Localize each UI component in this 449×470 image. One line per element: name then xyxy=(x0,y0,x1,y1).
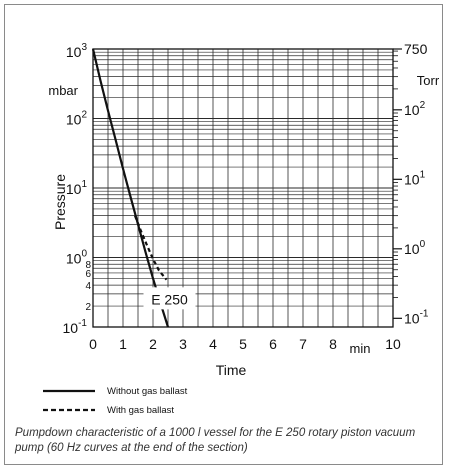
y-tick-label-left: 10-1 xyxy=(63,318,88,336)
annotation-bg xyxy=(143,287,196,310)
y-tick-label-right: 102 xyxy=(404,100,426,118)
y-tick-label-right: 750 xyxy=(404,41,428,57)
y-minor-tick-label: 6 xyxy=(85,269,91,280)
x-tick-label: 3 xyxy=(179,336,187,352)
x-unit-label: min xyxy=(350,341,371,356)
x-tick-label: 8 xyxy=(329,336,337,352)
x-tick-label: 4 xyxy=(209,336,217,352)
x-tick-label: 10 xyxy=(385,336,401,352)
y-unit-left-label: mbar xyxy=(48,83,78,98)
x-tick-label: 7 xyxy=(299,336,307,352)
y-minor-tick-label: 4 xyxy=(85,281,91,292)
figure-caption: Pumpdown characteristic of a 1000 l vess… xyxy=(15,427,416,454)
y-tick-label-right: 100 xyxy=(404,239,426,257)
x-tick-label: 6 xyxy=(269,336,277,352)
chart-annotations: min mbar Torr Time Pressure E 250 Without gas … xyxy=(43,73,440,416)
y-tick-label-left: 100 xyxy=(66,249,88,267)
figure-frame: 103 102 101 100 10-1 8 6 4 2 750 102 101 100 10-1 0 1 2 3… xyxy=(4,4,443,465)
y-tick-label-right: 101 xyxy=(404,169,426,187)
y-tick-label-left: 102 xyxy=(66,110,88,128)
y-tick-label-left: 101 xyxy=(66,179,88,197)
x-axis-title: Time xyxy=(216,362,247,378)
pump-model-annotation: E 250 xyxy=(151,291,188,307)
y-minor-tick-label: 2 xyxy=(85,302,91,313)
x-tick-label: 1 xyxy=(119,336,127,352)
y-axis-title: Pressure xyxy=(52,174,68,230)
x-tick-label: 2 xyxy=(149,336,157,352)
x-tick-label: 5 xyxy=(239,336,247,352)
plot-border xyxy=(92,48,394,328)
legend-label-with-gas-ballast: With gas ballast xyxy=(107,405,174,416)
y-tick-label-right: 10-1 xyxy=(404,308,429,326)
y-tick-label-left: 103 xyxy=(66,42,88,60)
grid xyxy=(92,48,394,328)
series xyxy=(91,48,170,328)
x-tick-label: 0 xyxy=(89,336,97,352)
legend-label-without-gas-ballast: Without gas ballast xyxy=(107,386,188,397)
series-without-gas-ballast xyxy=(91,48,170,328)
y-unit-right-label: Torr xyxy=(417,73,440,88)
y-minor-tick-label: 8 xyxy=(85,260,91,271)
